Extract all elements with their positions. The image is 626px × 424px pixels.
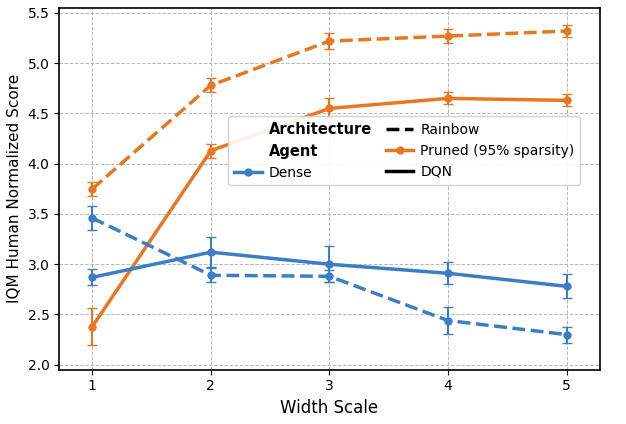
Legend: Architecture, Agent, Dense, Rainbow, Pruned (95% sparsity), DQN: Architecture, Agent, Dense, Rainbow, Pru…	[228, 116, 580, 185]
X-axis label: Width Scale: Width Scale	[280, 399, 379, 417]
Y-axis label: IQM Human Normalized Score: IQM Human Normalized Score	[7, 74, 22, 304]
